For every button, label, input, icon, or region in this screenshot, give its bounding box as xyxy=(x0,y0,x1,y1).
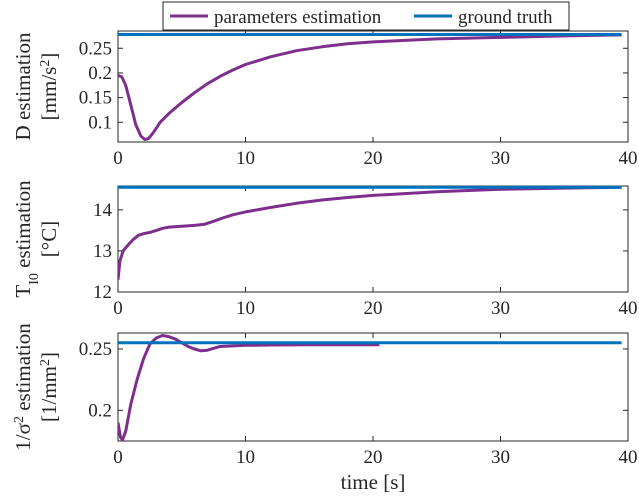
series-line-estimate xyxy=(118,334,380,442)
x-tick-label: 40 xyxy=(619,447,638,468)
x-tick-label: 30 xyxy=(491,447,510,468)
series-line-estimate xyxy=(118,185,622,280)
y-axis-label: D estimation[mm/s2] xyxy=(11,32,61,140)
legend-label-truth: ground truth xyxy=(458,7,553,28)
y-label-main: D estimation xyxy=(11,32,35,140)
y-tick-label: 0.1 xyxy=(88,112,112,133)
y-axis-label-line2: [1/mm2] xyxy=(37,352,61,422)
y-label-main: 1/σ xyxy=(11,423,35,451)
y-tick-label: 0.25 xyxy=(79,38,112,59)
x-tick-label: 0 xyxy=(113,148,123,169)
legend-label-estimate: parameters estimation xyxy=(214,7,382,28)
y-axis-label-line1: TI0 estimation xyxy=(11,180,42,298)
y-label-main-tail: estimation xyxy=(11,180,35,273)
x-tick-label: 10 xyxy=(236,148,255,169)
y-label-main-tail: estimation xyxy=(11,323,35,416)
x-tick-label: 20 xyxy=(364,298,383,319)
y-axis-label-line2: [°C] xyxy=(37,221,61,257)
y-tick-label: 14 xyxy=(93,200,113,221)
legend: parameters estimation ground truth xyxy=(162,1,570,31)
series-line-estimate xyxy=(118,33,622,141)
y-label-main: T xyxy=(11,285,35,298)
y-label-unit: [1/mm xyxy=(37,366,61,422)
x-tick-label: 40 xyxy=(619,148,638,169)
x-axis-label: time [s] xyxy=(341,470,406,494)
y-axis-label: 1/σ2 estimation[1/mm2] xyxy=(11,323,61,451)
y-label-unit-sup: 2 xyxy=(38,60,53,67)
y-tick-label: 0.2 xyxy=(88,400,112,421)
x-tick-label: 30 xyxy=(491,148,510,169)
y-axis-label-line1: D estimation xyxy=(11,32,35,140)
x-tick-label: 20 xyxy=(364,447,383,468)
y-axis-label-line2: [mm/s2] xyxy=(37,53,61,121)
x-tick-label: 30 xyxy=(491,298,510,319)
x-tick-label: 10 xyxy=(236,447,255,468)
y-label-unit-sup: 2 xyxy=(38,359,53,366)
y-axis-label: TI0 estimation[°C] xyxy=(11,180,61,298)
y-label-unit: [mm/s xyxy=(37,67,61,121)
y-label-main-sup: 2 xyxy=(12,416,27,423)
panel-1: 0 10 20 30 40 0.1 0.15 0.2 0.25 D estimation[mm/s… xyxy=(11,30,638,169)
y-tick-label: 0.2 xyxy=(88,63,112,84)
x-tick-label: 20 xyxy=(364,148,383,169)
panel-3: 0 10 20 30 400.20.251/σ2 estimation[1/mm2] xyxy=(11,323,638,468)
y-tick-label: 0.25 xyxy=(79,339,112,360)
y-label-main-sub: I0 xyxy=(27,273,42,285)
y-label-unit-tail: ] xyxy=(37,352,61,359)
legend-box xyxy=(162,1,570,31)
x-tick-label: 40 xyxy=(619,298,638,319)
y-tick-label: 13 xyxy=(93,241,112,262)
y-label-unit-tail: ] xyxy=(37,53,61,60)
x-tick-label: 10 xyxy=(236,298,255,319)
x-tick-label: 0 xyxy=(113,447,123,468)
y-axis-label-line1: 1/σ2 estimation xyxy=(11,323,35,451)
x-tick-label: 0 xyxy=(113,298,123,319)
y-label-unit: [°C] xyxy=(37,221,61,257)
panel-2: 0 10 20 30 40 12 13 14 TI0 estimation[°C] xyxy=(11,180,638,319)
axes-box xyxy=(117,30,629,143)
y-tick-label: 0.15 xyxy=(79,88,112,109)
y-tick-label: 12 xyxy=(93,282,112,303)
axes-box xyxy=(117,185,629,293)
